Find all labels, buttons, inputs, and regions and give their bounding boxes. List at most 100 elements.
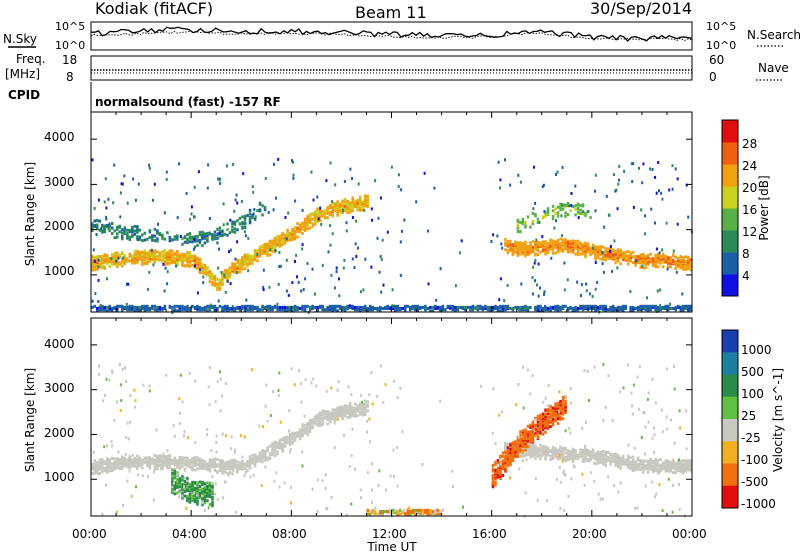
cell-main-band xyxy=(343,198,347,201)
sporadic-cell xyxy=(334,183,337,187)
sporadic-cell xyxy=(522,406,525,410)
cell-main-band xyxy=(291,431,294,435)
cell-low-ground xyxy=(434,511,437,515)
sporadic-cell xyxy=(262,285,265,289)
cell-upper-band xyxy=(151,236,154,240)
cell-ground-scatter-low xyxy=(186,309,189,313)
cell-ground-scatter-low xyxy=(609,305,612,309)
cell-morning-band xyxy=(566,250,570,254)
sporadic-cell xyxy=(338,277,340,281)
cell-upper-band xyxy=(133,224,137,228)
sporadic-cell xyxy=(366,430,369,434)
cell-ground-scatter-low xyxy=(186,307,189,310)
cell-low-ground xyxy=(436,512,440,516)
cell-negative-patch xyxy=(549,404,552,408)
cell-morning-band xyxy=(631,261,635,265)
cell-positive-patch xyxy=(193,481,197,485)
cell-negative-patch xyxy=(504,462,507,466)
sporadic-cell xyxy=(91,299,94,303)
cell-main-band xyxy=(316,417,319,420)
cell-morning-band xyxy=(581,451,585,455)
cell-low-ground xyxy=(421,508,424,512)
cell-morning-upper xyxy=(579,204,582,208)
cell-upper-band xyxy=(126,234,129,238)
sporadic-cell xyxy=(619,481,622,485)
cell-main-band xyxy=(346,199,349,203)
sporadic-cell xyxy=(276,302,279,306)
sporadic-cell xyxy=(224,290,227,294)
cell-main-band xyxy=(273,450,277,454)
cell-upper-band xyxy=(116,227,119,231)
cell-main-band xyxy=(123,456,127,460)
cell-morning-band xyxy=(654,462,657,466)
cell-low-ground xyxy=(384,510,387,513)
sporadic-cell xyxy=(500,242,503,246)
cell-main-band xyxy=(261,460,264,464)
sporadic-cell xyxy=(594,306,597,310)
cell-negative-patch xyxy=(514,450,517,454)
cell-main-band xyxy=(91,462,94,466)
cell-ground-scatter-low xyxy=(554,307,557,310)
sporadic-cell xyxy=(244,306,247,310)
cell-ground-scatter-low xyxy=(111,307,114,310)
cell-ground-scatter-low xyxy=(371,305,374,309)
cell-main-band xyxy=(246,259,249,263)
cell-upper-band xyxy=(236,228,239,232)
cell-low-ground xyxy=(439,510,442,513)
sporadic-cell xyxy=(251,185,254,189)
cell-upper-band xyxy=(113,229,116,233)
cell-morning-band xyxy=(509,243,512,247)
cell-ground-scatter-low xyxy=(306,304,309,308)
sporadic-cell xyxy=(331,200,334,203)
sporadic-cell xyxy=(338,294,341,298)
cell-ground-scatter-low xyxy=(316,305,319,309)
sporadic-cell xyxy=(382,283,385,287)
cell-main-band xyxy=(106,261,109,265)
cell-morning-band xyxy=(659,467,662,471)
cell-main-band xyxy=(281,445,284,449)
cell-low-ground xyxy=(409,513,412,517)
sporadic-cell xyxy=(396,484,399,488)
cell-ground-scatter-low xyxy=(156,305,159,309)
cell-morning-band xyxy=(616,248,620,252)
sporadic-cell xyxy=(654,175,657,179)
sporadic-cell xyxy=(658,251,661,255)
cell-low-ground xyxy=(389,508,392,512)
cell-negative-patch xyxy=(544,408,547,412)
cell-main-band xyxy=(233,264,237,268)
cell-main-band xyxy=(143,249,147,253)
cell-main-band xyxy=(316,218,319,222)
sporadic-cell xyxy=(386,230,389,234)
sporadic-cell xyxy=(253,208,256,211)
cell-ground-scatter-low xyxy=(539,304,542,308)
cell-ground-scatter-low xyxy=(394,304,397,308)
cell-morning-band xyxy=(646,459,650,463)
cell-main-band xyxy=(286,228,289,232)
cell-ground-scatter-low xyxy=(669,307,672,310)
sporadic-cell xyxy=(98,460,101,464)
cell-main-band xyxy=(231,264,234,268)
cell-upper-band xyxy=(188,232,192,236)
sporadic-cell xyxy=(207,506,210,510)
cell-morning-band xyxy=(576,243,580,246)
cell-main-band xyxy=(108,264,111,268)
cell-main-band xyxy=(196,265,199,269)
cell-main-band xyxy=(364,410,367,414)
cell-ground-scatter-low xyxy=(591,304,595,308)
cell-morning-band xyxy=(674,471,677,475)
sporadic-cell xyxy=(292,173,295,177)
sporadic-cell xyxy=(602,363,605,366)
cell-main-band xyxy=(323,209,327,213)
cell-main-band xyxy=(101,256,104,260)
cell-main-band xyxy=(138,458,142,462)
cell-main-band xyxy=(218,462,222,466)
cell-main-band xyxy=(343,201,347,205)
cell-morning-band xyxy=(551,450,555,454)
sporadic-cell xyxy=(285,237,288,241)
cell-main-band xyxy=(101,254,104,258)
sporadic-cell xyxy=(312,377,315,381)
cell-ground-scatter-low xyxy=(201,307,204,310)
cell-main-band xyxy=(206,270,209,274)
sporadic-cell xyxy=(105,483,108,487)
sporadic-cell xyxy=(146,287,149,291)
